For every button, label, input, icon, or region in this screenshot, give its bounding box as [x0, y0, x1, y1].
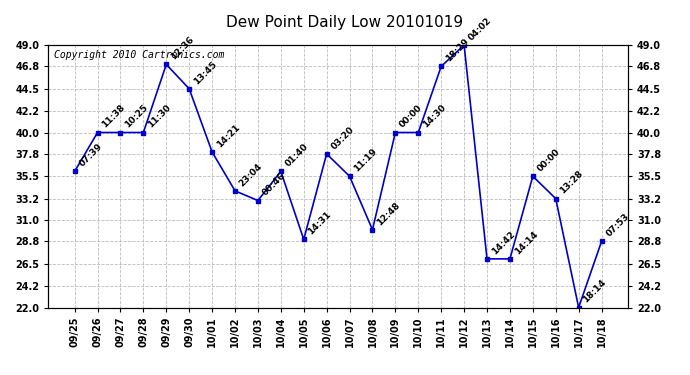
Text: 00:00: 00:00 [398, 104, 424, 130]
Text: 14:21: 14:21 [215, 123, 242, 149]
Text: 13:45: 13:45 [192, 59, 219, 86]
Text: 10:25: 10:25 [124, 103, 150, 130]
Text: 11:30: 11:30 [146, 103, 172, 130]
Text: Dew Point Daily Low 20101019: Dew Point Daily Low 20101019 [226, 15, 464, 30]
Text: 11:19: 11:19 [353, 147, 379, 174]
Text: 01:40: 01:40 [284, 142, 310, 169]
Text: 14:30: 14:30 [421, 103, 448, 130]
Text: Copyright 2010 Cartronics.com: Copyright 2010 Cartronics.com [54, 50, 224, 60]
Text: 07:53: 07:53 [604, 212, 631, 238]
Text: 12:48: 12:48 [375, 200, 402, 227]
Text: 14:42: 14:42 [490, 230, 517, 256]
Text: 12:36: 12:36 [169, 35, 196, 62]
Text: 04:02: 04:02 [467, 16, 493, 42]
Text: 00:00: 00:00 [535, 147, 562, 174]
Text: 18:29: 18:29 [444, 37, 471, 64]
Text: 14:14: 14:14 [513, 230, 540, 256]
Text: 13:28: 13:28 [558, 169, 585, 196]
Text: 14:31: 14:31 [306, 210, 333, 237]
Text: 18:14: 18:14 [582, 278, 608, 305]
Text: 00:46: 00:46 [261, 171, 287, 198]
Text: 11:38: 11:38 [100, 103, 127, 130]
Text: 03:20: 03:20 [329, 124, 356, 151]
Text: 23:04: 23:04 [238, 162, 264, 188]
Text: 07:39: 07:39 [77, 142, 104, 169]
